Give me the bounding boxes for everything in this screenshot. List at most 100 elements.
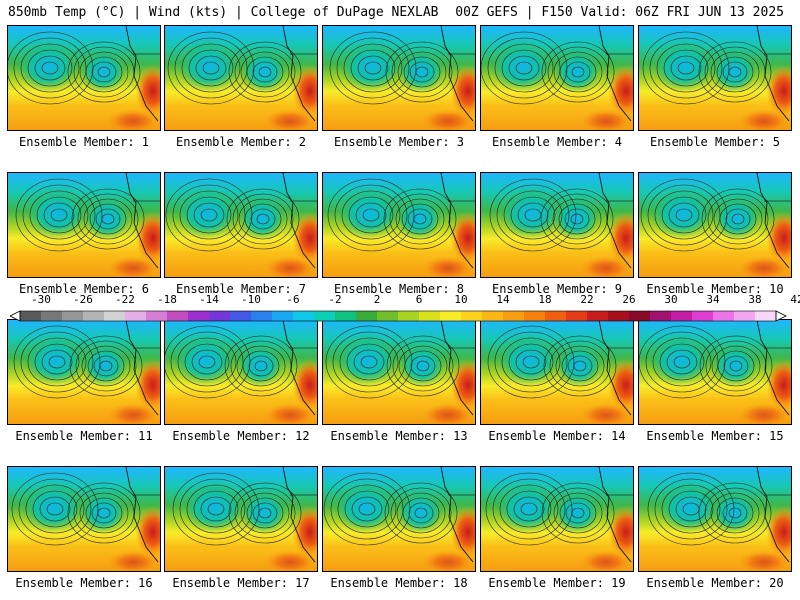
height-contour	[571, 66, 585, 78]
height-contour	[567, 355, 593, 377]
height-contour	[485, 472, 573, 546]
colorbar-swatch	[671, 311, 693, 321]
ensemble-member-label: Ensemble Member: 18	[330, 576, 468, 590]
height-contour	[350, 49, 396, 87]
height-contour	[25, 484, 85, 534]
coastline	[756, 467, 790, 563]
ensemble-member-map	[164, 172, 318, 278]
colorbar-tick-label: 26	[622, 293, 636, 306]
map-field	[323, 467, 475, 571]
temperature-region	[766, 359, 791, 411]
colorbar-swatch	[146, 311, 168, 321]
height-contour	[228, 482, 302, 544]
height-contour	[11, 472, 99, 546]
run-valid-time: 00Z GEFS | F150 Valid: 06Z FRI JUN 13 20…	[455, 5, 784, 20]
map-field	[165, 173, 317, 277]
height-contour	[184, 343, 230, 381]
height-contour	[649, 37, 723, 99]
colorbar-swatch	[335, 311, 357, 321]
height-contour	[29, 190, 89, 240]
colorbar-swatch	[482, 311, 504, 321]
height-contour	[395, 198, 445, 240]
ensemble-member-map	[7, 25, 161, 131]
temperature-region	[608, 212, 633, 264]
height-contour	[515, 349, 547, 375]
map-field	[481, 320, 633, 424]
height-contour	[200, 208, 218, 222]
ensemble-member-map	[322, 25, 476, 131]
temperature-region	[580, 550, 632, 571]
ensemble-member-map	[638, 319, 792, 425]
temperature-region	[23, 334, 87, 386]
ensemble-member-map	[7, 319, 161, 425]
height-contour	[232, 193, 294, 245]
height-contour	[722, 502, 748, 524]
height-contour	[337, 484, 397, 534]
temperature-region	[657, 481, 721, 533]
coastline	[125, 467, 159, 563]
height-contour	[383, 188, 457, 250]
colorbar-swatch	[62, 311, 84, 321]
temperature-region	[499, 187, 563, 239]
ensemble-member-map	[322, 172, 476, 278]
temperature-region	[173, 334, 237, 386]
height-contour	[234, 46, 296, 98]
height-contour	[71, 188, 145, 250]
height-contour	[553, 51, 603, 93]
height-contour	[77, 193, 139, 245]
height-contour	[172, 184, 246, 246]
colorbar-swatch	[587, 311, 609, 321]
height-contour	[389, 193, 451, 245]
colorbar-swatch	[440, 311, 462, 321]
map-field	[639, 320, 791, 424]
height-contour	[401, 203, 439, 235]
temperature-region	[177, 40, 241, 92]
height-contour	[353, 349, 385, 375]
height-contour	[85, 497, 123, 529]
temperature-region	[450, 359, 475, 411]
height-contour	[565, 502, 591, 524]
temperature-region	[738, 256, 790, 277]
colorbar-swatch	[83, 311, 105, 321]
height-contour	[409, 61, 435, 83]
height-contour	[487, 325, 575, 399]
height-contour	[710, 492, 760, 534]
ensemble-member-map	[480, 172, 634, 278]
map-field	[323, 173, 475, 277]
ensemble-member-label: Ensemble Member: 15	[646, 429, 784, 443]
height-contour	[200, 496, 232, 522]
height-contour	[392, 340, 454, 392]
height-contour	[174, 37, 248, 99]
height-contour	[725, 208, 751, 230]
height-contour	[553, 492, 603, 534]
temperature-region	[490, 40, 554, 92]
ensemble-member-map	[164, 466, 318, 572]
height-contour	[663, 49, 709, 87]
colorbar-tick-label: 38	[748, 293, 762, 306]
colorbar-swatch	[713, 311, 735, 321]
ensemble-member-label: Ensemble Member: 2	[175, 135, 307, 149]
height-contour	[541, 41, 615, 103]
ensemble-member-label: Ensemble Member: 17	[172, 576, 310, 590]
height-contour	[188, 49, 234, 87]
colorbar-swatch	[41, 311, 63, 321]
height-contour	[698, 482, 772, 544]
height-contour	[27, 49, 73, 87]
temperature-region	[107, 550, 159, 571]
coastline	[282, 173, 316, 269]
height-contour	[364, 61, 382, 75]
height-contour	[390, 487, 452, 539]
height-contour	[503, 190, 563, 240]
height-contour	[517, 202, 549, 228]
height-contour	[240, 492, 290, 534]
ensemble-member-map	[164, 25, 318, 131]
height-contour	[252, 502, 278, 524]
temperature-region	[135, 65, 160, 117]
temperature-region	[450, 65, 475, 117]
height-contour	[170, 331, 244, 393]
temperature-colorbar	[9, 307, 790, 326]
temperature-region	[738, 550, 790, 571]
colorbar-swatch	[692, 311, 714, 321]
temperature-region	[264, 256, 316, 277]
height-contour	[408, 502, 434, 524]
